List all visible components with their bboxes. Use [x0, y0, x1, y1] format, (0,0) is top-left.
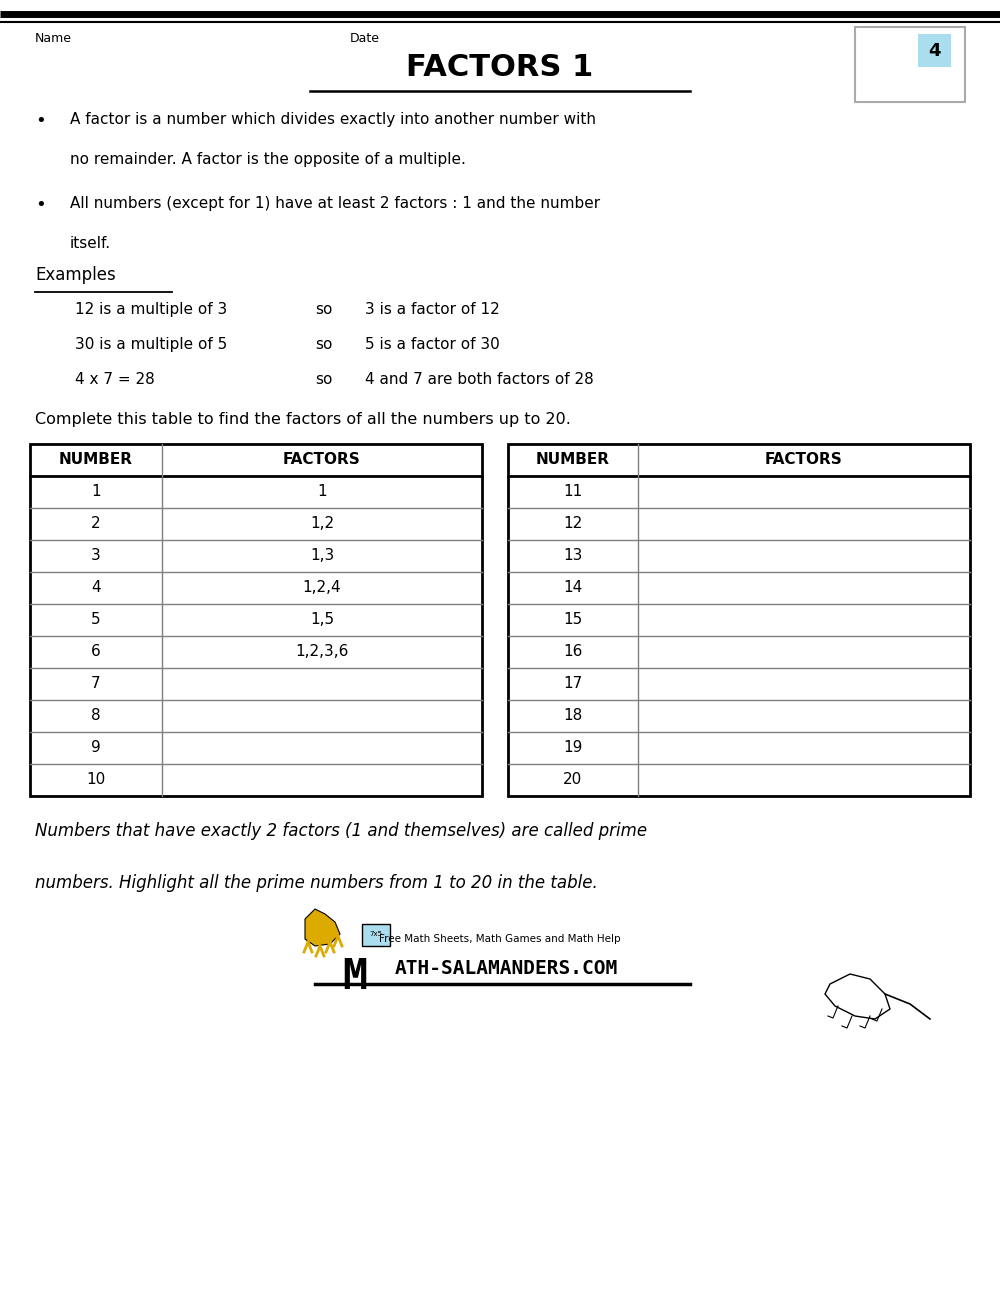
Text: 11: 11 — [563, 484, 583, 499]
Text: 4 x 7 = 28: 4 x 7 = 28 — [75, 371, 155, 387]
Text: 5: 5 — [91, 612, 101, 628]
Text: 13: 13 — [563, 549, 583, 563]
Text: A factor is a number which divides exactly into another number with: A factor is a number which divides exact… — [70, 113, 596, 127]
Polygon shape — [825, 974, 890, 1018]
Text: 1: 1 — [317, 484, 327, 499]
Text: 12: 12 — [563, 516, 583, 532]
Text: 4: 4 — [928, 41, 941, 60]
Text: •: • — [35, 113, 46, 129]
Text: FACTORS: FACTORS — [765, 453, 843, 467]
Text: itself.: itself. — [70, 236, 111, 251]
Text: 4 and 7 are both factors of 28: 4 and 7 are both factors of 28 — [365, 371, 594, 387]
Text: 16: 16 — [563, 644, 583, 660]
Text: M: M — [342, 956, 368, 998]
Text: Name: Name — [35, 32, 72, 45]
Text: 17: 17 — [563, 677, 583, 691]
Text: Date: Date — [350, 32, 380, 45]
FancyBboxPatch shape — [918, 34, 951, 67]
Text: ATH-SALAMANDERS.COM: ATH-SALAMANDERS.COM — [395, 959, 618, 978]
Text: FACTORS: FACTORS — [283, 453, 361, 467]
Text: Free Math Sheets, Math Games and Math Help: Free Math Sheets, Math Games and Math He… — [379, 934, 621, 945]
Text: 15: 15 — [563, 612, 583, 628]
Text: NUMBER: NUMBER — [536, 453, 610, 467]
Text: no remainder. A factor is the opposite of a multiple.: no remainder. A factor is the opposite o… — [70, 151, 466, 167]
Text: 3: 3 — [91, 549, 101, 563]
Text: 1,2: 1,2 — [310, 516, 334, 532]
Text: 8: 8 — [91, 709, 101, 723]
Text: so: so — [315, 371, 332, 387]
Text: numbers. Highlight all the prime numbers from 1 to 20 in the table.: numbers. Highlight all the prime numbers… — [35, 873, 598, 892]
Text: 1: 1 — [91, 484, 101, 499]
Text: 2: 2 — [91, 516, 101, 532]
Text: 7: 7 — [91, 677, 101, 691]
Text: 10: 10 — [86, 773, 106, 788]
Text: All numbers (except for 1) have at least 2 factors : 1 and the number: All numbers (except for 1) have at least… — [70, 195, 600, 211]
Text: 1,2,3,6: 1,2,3,6 — [295, 644, 349, 660]
Text: Examples: Examples — [35, 267, 116, 283]
Text: NUMBER: NUMBER — [59, 453, 133, 467]
Polygon shape — [305, 908, 340, 946]
Text: 12 is a multiple of 3: 12 is a multiple of 3 — [75, 302, 227, 317]
Text: Complete this table to find the factors of all the numbers up to 20.: Complete this table to find the factors … — [35, 411, 571, 427]
FancyBboxPatch shape — [362, 924, 390, 946]
Text: 14: 14 — [563, 581, 583, 595]
Text: 1,3: 1,3 — [310, 549, 334, 563]
Text: 20: 20 — [563, 773, 583, 788]
Text: 4: 4 — [91, 581, 101, 595]
Text: 1,2,4: 1,2,4 — [303, 581, 341, 595]
Text: •: • — [35, 195, 46, 214]
Text: 30 is a multiple of 5: 30 is a multiple of 5 — [75, 336, 227, 352]
Text: 7x5: 7x5 — [370, 930, 382, 937]
Text: 1,5: 1,5 — [310, 612, 334, 628]
Text: 9: 9 — [91, 740, 101, 756]
Text: so: so — [315, 302, 332, 317]
Text: 5 is a factor of 30: 5 is a factor of 30 — [365, 336, 500, 352]
Text: 19: 19 — [563, 740, 583, 756]
Text: FACTORS 1: FACTORS 1 — [406, 53, 594, 82]
Text: Numbers that have exactly 2 factors (1 and themselves) are called prime: Numbers that have exactly 2 factors (1 a… — [35, 822, 647, 840]
Text: 6: 6 — [91, 644, 101, 660]
Text: so: so — [315, 336, 332, 352]
Text: 18: 18 — [563, 709, 583, 723]
Text: 3 is a factor of 12: 3 is a factor of 12 — [365, 302, 500, 317]
FancyBboxPatch shape — [855, 27, 965, 102]
